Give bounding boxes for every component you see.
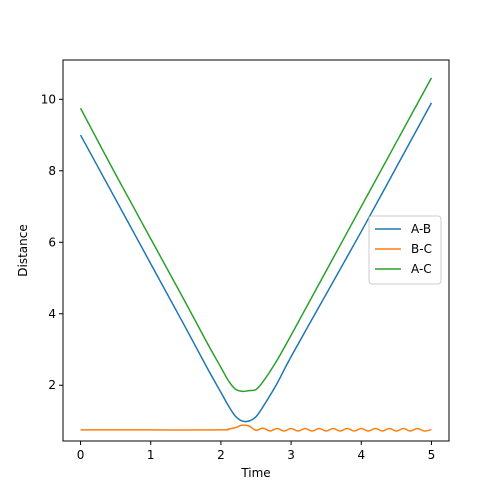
legend-label-a-c: A-C — [411, 262, 432, 276]
series-layer — [79, 77, 433, 432]
x-tick-label: 5 — [428, 448, 436, 462]
x-axis-label: Time — [240, 466, 270, 480]
legend-label-a-b: A-B — [411, 222, 431, 236]
x-tick-label: 2 — [217, 448, 225, 462]
legend-label-b-c: B-C — [411, 242, 432, 256]
y-tick-label: 10 — [41, 92, 56, 106]
x-tick-label: 3 — [287, 448, 295, 462]
x-axis: 0 1 2 3 4 5 — [77, 441, 436, 462]
series-line-a-b — [79, 102, 433, 423]
y-axis: 2 4 6 8 10 — [41, 92, 63, 392]
y-tick-label: 6 — [48, 235, 56, 249]
series-line-b-c — [80, 424, 432, 432]
y-axis-label: Distance — [16, 224, 30, 276]
y-tick-label: 2 — [48, 378, 56, 392]
legend: A-B B-C A-C — [368, 215, 442, 285]
legend-box — [368, 215, 442, 285]
series-line-a-c — [79, 77, 433, 393]
y-tick-label: 4 — [48, 307, 56, 321]
y-tick-label: 8 — [48, 164, 56, 178]
x-tick-label: 4 — [357, 448, 365, 462]
x-tick-label: 1 — [147, 448, 155, 462]
axes-frame — [62, 59, 450, 442]
x-tick-label: 0 — [77, 448, 85, 462]
